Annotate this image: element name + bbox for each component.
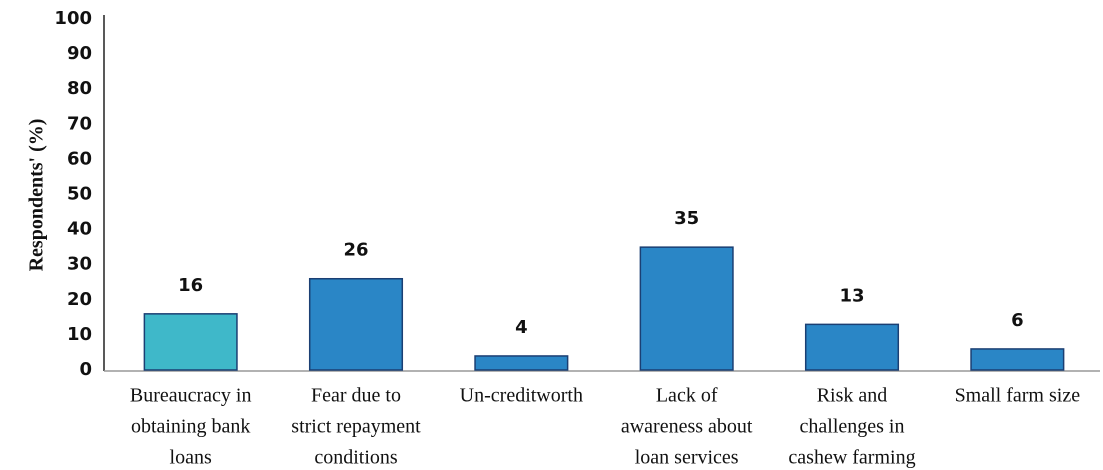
y-tick-label: 60: [67, 148, 92, 169]
y-tick-label: 80: [67, 78, 92, 99]
value-label: 26: [343, 240, 368, 261]
x-tick-label: obtaining bank: [131, 416, 250, 438]
y-tick-label: 40: [67, 219, 92, 240]
x-tick-label: Small farm size: [955, 385, 1081, 407]
x-tick-label: challenges in: [800, 416, 905, 438]
y-tick-label: 0: [79, 359, 92, 380]
bar: [143, 313, 238, 371]
x-tick-label: strict repayment: [291, 416, 421, 438]
y-tick-label: 20: [67, 289, 92, 310]
bar: [308, 277, 404, 371]
value-label: 13: [839, 285, 864, 306]
x-tick-label: awareness about: [621, 416, 753, 438]
value-label: 35: [674, 208, 699, 229]
x-tick-label: loans: [170, 447, 212, 469]
y-tick-label: 100: [54, 8, 92, 29]
x-tick-label: cashew farming: [788, 447, 915, 469]
value-label: 4: [515, 317, 528, 338]
y-tick-label: 50: [67, 184, 92, 205]
y-tick-label: 30: [67, 254, 92, 275]
x-tick-label: conditions: [314, 447, 398, 469]
x-tick-label: Lack of: [656, 385, 718, 407]
y-tick-label: 10: [67, 324, 92, 345]
bar: [970, 348, 1065, 371]
bar: [804, 323, 900, 371]
x-tick-label: Risk and: [817, 385, 888, 407]
y-axis-label: Respondents' (%): [26, 119, 48, 272]
value-label: 6: [1011, 310, 1024, 331]
y-tick-label: 90: [67, 43, 92, 64]
x-tick-label: Bureaucracy in: [130, 385, 252, 407]
bar: [474, 355, 569, 371]
x-tick-label: Fear due to: [311, 385, 401, 407]
y-tick-label: 70: [67, 113, 92, 134]
value-label: 16: [178, 275, 203, 296]
bar: [639, 246, 734, 371]
x-tick-label: loan services: [635, 447, 739, 469]
x-tick-label: Un-creditworth: [460, 385, 583, 407]
